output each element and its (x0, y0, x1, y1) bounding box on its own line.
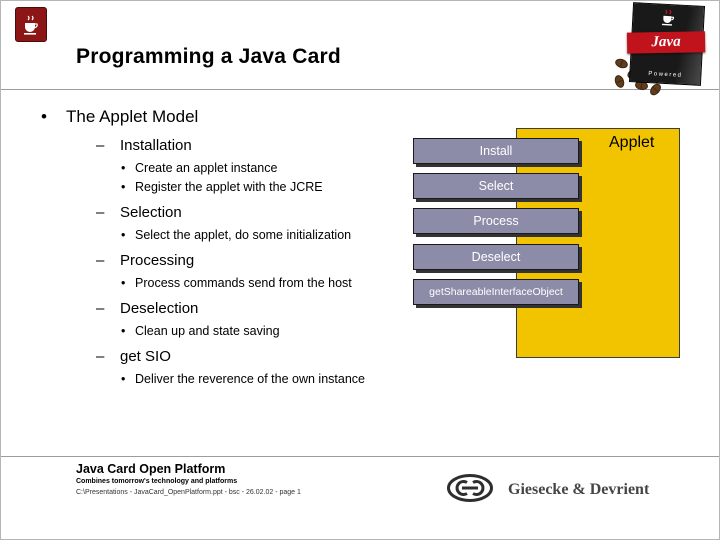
java-powered-logo: Java Powered (611, 1, 719, 98)
giesecke-devrient-brand-text: Giesecke & Devrient (508, 481, 650, 498)
outline-item-installation: – Installation (37, 136, 467, 156)
outline-item-get-sio: – get SIO (37, 347, 467, 367)
bullet-marker: – (96, 348, 105, 365)
bullet-marker: • (121, 372, 126, 386)
powered-text: Powered (648, 71, 683, 79)
outline-item-register-jcre: • Register the applet with the JCRE (37, 179, 467, 196)
outline-item-create-instance: • Create an applet instance (37, 160, 467, 177)
footer-product-name: Java Card Open Platform (76, 462, 226, 476)
bullet-marker: – (96, 252, 105, 269)
diagram-step-deselect: Deselect (413, 244, 579, 270)
outline-text: Process commands send from the host (135, 276, 352, 290)
outline-text: Installation (120, 137, 192, 154)
outline-text: Processing (120, 252, 195, 269)
diagram-step-process: Process (413, 208, 579, 234)
outline-item-deselection: – Deselection (37, 299, 467, 319)
footer-tagline: Combines tomorrow's technology and platf… (76, 478, 238, 485)
coffee-bean-icon (613, 73, 626, 90)
bullet-marker: – (96, 204, 105, 221)
java-cup-badge-logo (15, 7, 47, 42)
outline-text: Select the applet, do some initializatio… (135, 228, 352, 242)
bullet-marker: • (41, 107, 47, 126)
slide-title: Programming a Java Card (76, 45, 341, 68)
outline-item-deliver-reference: • Deliver the reverence of the own insta… (37, 371, 467, 388)
header-divider (1, 89, 719, 90)
applet-container-box (516, 128, 680, 358)
outline-item-selection: – Selection (37, 203, 467, 223)
footer-divider (1, 456, 719, 457)
coffee-cup-icon (661, 9, 675, 26)
coffee-cup-icon (24, 15, 38, 35)
outline-text: Selection (120, 204, 182, 221)
outline-item-process-commands: • Process commands send from the host (37, 275, 467, 292)
outline-item-processing: – Processing (37, 251, 467, 271)
bullet-marker: – (96, 137, 105, 154)
coffee-bean-icon (647, 81, 664, 98)
java-banner-text: Java (651, 33, 681, 51)
bullet-outline: • The Applet Model – Installation • Crea… (37, 105, 467, 390)
outline-item-clean-up: • Clean up and state saving (37, 323, 467, 340)
giesecke-devrient-logo-icon (447, 474, 493, 502)
bullet-marker: • (121, 228, 126, 242)
outline-item-select-applet: • Select the applet, do some initializat… (37, 227, 467, 244)
outline-item-applet-model: • The Applet Model (37, 105, 467, 129)
diagram-step-select: Select (413, 173, 579, 199)
diagram-step-get-shareable-interface-object: getShareableInterfaceObject (413, 279, 579, 305)
outline-text: The Applet Model (66, 107, 199, 126)
bullet-marker: • (121, 161, 126, 175)
outline-text: Deselection (120, 300, 199, 317)
applet-label: Applet (609, 134, 655, 151)
outline-text: Create an applet instance (135, 161, 278, 175)
outline-text: get SIO (120, 348, 171, 365)
bullet-marker: • (121, 276, 126, 290)
coffee-bean-icon (613, 57, 630, 70)
bullet-marker: • (121, 180, 126, 194)
bullet-marker: • (121, 324, 126, 338)
java-logo-card: Java Powered (626, 2, 706, 86)
diagram-step-install: Install (413, 138, 579, 164)
outline-text: Clean up and state saving (135, 324, 280, 338)
outline-text: Register the applet with the JCRE (135, 180, 323, 194)
bullet-marker: – (96, 300, 105, 317)
java-banner: Java (626, 31, 706, 54)
footer-file-path: C:\Presentations - JavaCard_OpenPlatform… (76, 489, 301, 496)
outline-text: Deliver the reverence of the own instanc… (135, 372, 365, 386)
